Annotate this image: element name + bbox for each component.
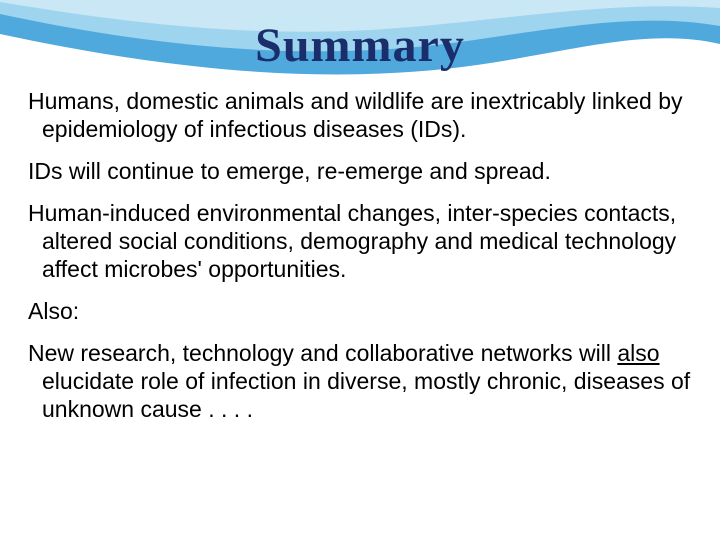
- text-run: elucidate role of infection in diverse, …: [42, 368, 690, 422]
- slide-body: Humans, domestic animals and wildlife ar…: [28, 87, 692, 423]
- slide-content: Summary Humans, domestic animals and wil…: [0, 0, 720, 457]
- text-run: Human-induced environmental changes, int…: [28, 200, 676, 282]
- text-run: New research, technology and collaborati…: [28, 340, 617, 366]
- text-run: Humans, domestic animals and wildlife ar…: [28, 88, 683, 142]
- text-run: also: [617, 340, 659, 366]
- paragraph: Also:: [28, 297, 692, 325]
- text-run: Also:: [28, 298, 79, 324]
- paragraph: IDs will continue to emerge, re-emerge a…: [28, 157, 692, 185]
- paragraph: Human-induced environmental changes, int…: [28, 199, 692, 283]
- paragraph: Humans, domestic animals and wildlife ar…: [28, 87, 692, 143]
- slide-title: Summary: [28, 18, 692, 73]
- paragraph: New research, technology and collaborati…: [28, 339, 692, 423]
- text-run: IDs will continue to emerge, re-emerge a…: [28, 158, 551, 184]
